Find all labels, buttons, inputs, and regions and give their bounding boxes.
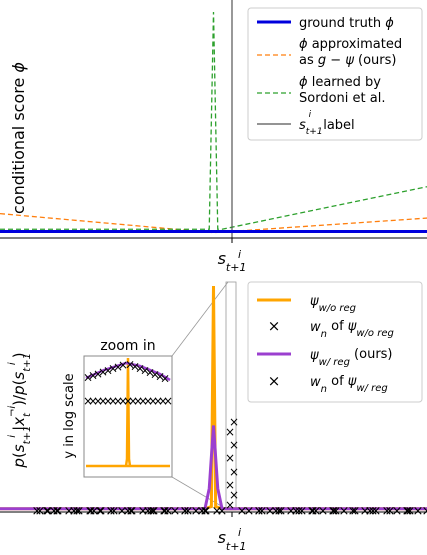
marker-peak: × — [229, 488, 239, 502]
inset-marker-wn-w: × — [145, 366, 155, 380]
marker-peak: × — [225, 425, 235, 439]
inset-marker-wn-w: × — [103, 363, 113, 377]
inset-marker-wn-wo: × — [108, 394, 118, 408]
inset-marker-wn-w: × — [83, 370, 93, 384]
inset-marker-wn-w: × — [155, 370, 165, 384]
inset-y-label: y in log scale — [62, 373, 77, 458]
inset-marker-wn-w: × — [160, 372, 170, 386]
top-legend: ground truth ϕ ϕ approximated as g − ψ (… — [247, 7, 423, 141]
legend-label-approximated: ϕ approximated — [299, 37, 402, 52]
marker-peak: × — [229, 465, 239, 479]
bottom-legend-frame — [247, 281, 423, 403]
legend-swatch-wn-wo: × — [268, 317, 281, 335]
inset-marker-wn-w: × — [150, 368, 160, 382]
legend-label-ground-truth: ground truth ϕ — [299, 16, 394, 31]
inset-marker-wn-w: × — [98, 365, 108, 379]
inset-marker-wn-wo: × — [153, 394, 163, 408]
top-legend-frame — [247, 7, 423, 141]
legend-label-wn-w: wn of ψw/ reg — [310, 374, 388, 395]
inset-marker-wn-w: × — [113, 360, 123, 374]
inset-line-wo-reg-peak — [124, 357, 132, 467]
inset-marker-wn-wo: × — [93, 394, 103, 408]
inset-marker-wn-wo: × — [143, 394, 153, 408]
bottom-panel: p(st+1i|xt¬i)/p(st+1i) zoom in y in log … — [0, 281, 427, 553]
inset-marker-wn-wo: × — [163, 394, 173, 408]
inset-marker-wn-wo: × — [138, 394, 148, 408]
bottom-y-axis-label: p(st+1i|xt¬i)/p(st+1i) — [7, 352, 33, 468]
marker-peak: × — [225, 478, 235, 492]
legend-label-sordoni: ϕ learned by — [299, 75, 381, 90]
inset-marker-wn-wo: × — [148, 394, 158, 408]
legend-label-wo-reg: ψw/o reg — [310, 294, 356, 314]
top-panel: st+1 i conditional score ϕ ground truth … — [0, 0, 427, 274]
inset-content — [85, 357, 171, 468]
line-w-reg — [0, 425, 427, 511]
inset-marker-wn-w: × — [130, 360, 140, 374]
inset-marker-wn-wo: × — [103, 394, 113, 408]
inset-title: zoom in — [100, 338, 155, 354]
legend-label-wn-wo: wn of ψw/o reg — [310, 319, 394, 340]
marker-peak: × — [225, 498, 235, 512]
inset-marker-wn-wo: × — [118, 394, 128, 408]
line-sordoni — [0, 11, 427, 230]
inset-marker-wn-w: × — [93, 367, 103, 381]
top-y-axis-label: conditional score ϕ — [9, 62, 28, 214]
legend-label-approximated-2: as g − ψ (ours) — [299, 53, 396, 68]
marker-peak: × — [225, 451, 235, 465]
zoom-connector-top — [171, 281, 229, 357]
marker-peak: × — [229, 438, 239, 452]
legend-label-w-reg: ψw/ reg (ours) — [310, 347, 393, 368]
inset-marker-wn-wo: × — [88, 394, 98, 408]
inset-marker-wn-wo: × — [123, 394, 133, 408]
legend-swatch-wn-w: × — [268, 372, 281, 390]
inset-marker-wn-wo: × — [158, 394, 168, 408]
inset-marker-wn-w: × — [88, 369, 98, 383]
inset-marker-wn-wo: × — [133, 394, 143, 408]
inset-marker-wn-w: × — [108, 362, 118, 376]
inset-marker-wn-wo: × — [128, 394, 138, 408]
inset-marker-wn-w: × — [125, 358, 135, 372]
bottom-x-tick-label-sup: i — [238, 526, 241, 539]
inset-marker-wn-w: × — [118, 358, 128, 372]
bottom-x-tick-label: st+1 — [218, 528, 247, 553]
inset-marker-wn-w: × — [140, 364, 150, 378]
legend-label-label-line: st+1i label — [299, 110, 355, 137]
inset: zoom in y in log scale — [62, 338, 173, 478]
top-x-tick-label-sup: i — [238, 248, 241, 261]
top-x-tick-label: st+1 — [218, 249, 247, 274]
marker-peak: × — [229, 415, 239, 429]
top-series-sordoni — [0, 11, 427, 230]
legend-label-sordoni-2: Sordoni et al. — [299, 91, 385, 106]
bottom-legend: ψw/o reg × wn of ψw/o reg ψw/ reg (ours)… — [247, 281, 423, 403]
inset-marker-wn-wo: × — [98, 394, 108, 408]
inset-marker-wn-w: × — [135, 362, 145, 376]
inset-line-w-reg — [85, 361, 171, 382]
zoom-connector-bottom — [171, 476, 229, 511]
inset-marker-wn-wo: × — [83, 394, 93, 408]
inset-marker-wn-wo: × — [113, 394, 123, 408]
